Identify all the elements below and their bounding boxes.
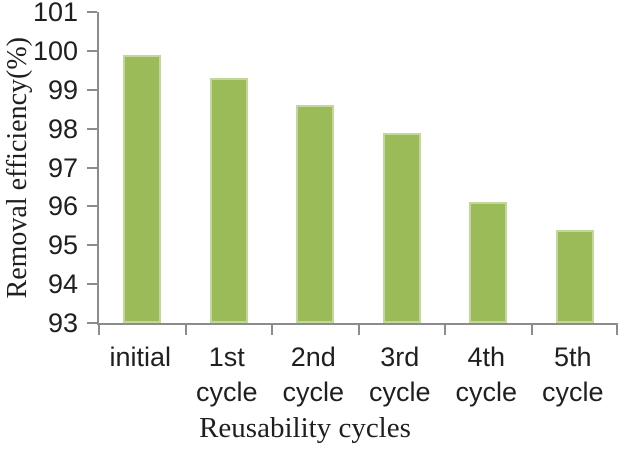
x-axis-title: Reusability cycles bbox=[199, 412, 411, 444]
bar bbox=[296, 105, 334, 323]
x-tick-mark bbox=[531, 325, 533, 335]
y-tick-mark bbox=[87, 11, 97, 13]
x-tick-mark bbox=[98, 325, 100, 335]
bar bbox=[123, 55, 161, 323]
y-tick-mark bbox=[87, 127, 97, 130]
bar bbox=[383, 133, 421, 323]
y-tick-label: 93 bbox=[47, 308, 78, 338]
y-tick-mark bbox=[87, 283, 97, 286]
x-category-label: 3rd cycle bbox=[368, 342, 431, 407]
y-tick-mark bbox=[87, 49, 97, 52]
x-tick-mark bbox=[185, 325, 187, 335]
bar bbox=[210, 78, 248, 323]
y-tick-label: 96 bbox=[47, 191, 78, 222]
y-tick-label: 100 bbox=[32, 35, 78, 66]
y-tick-mark bbox=[87, 166, 97, 169]
x-tick-mark bbox=[616, 325, 618, 335]
y-tick-label: 97 bbox=[47, 152, 78, 183]
x-category-label: 4th cycle bbox=[455, 342, 518, 407]
x-category-label: 1st cycle bbox=[195, 342, 258, 407]
y-tick-label: 99 bbox=[47, 74, 78, 105]
bar bbox=[469, 202, 507, 323]
x-category-label: 2nd cycle bbox=[282, 342, 345, 407]
y-tick-label: 98 bbox=[47, 113, 78, 144]
y-tick-label: 101 bbox=[32, 0, 78, 27]
y-tick-mark bbox=[87, 88, 97, 91]
x-category-label: 5th cycle bbox=[541, 342, 604, 407]
bar bbox=[556, 230, 594, 323]
x-tick-mark bbox=[358, 325, 360, 335]
plot-area bbox=[87, 11, 618, 335]
y-tick-label: 95 bbox=[47, 230, 78, 261]
y-tick-mark bbox=[87, 244, 97, 247]
y-tick-mark bbox=[87, 322, 97, 324]
y-tick-label: 94 bbox=[47, 269, 78, 300]
x-tick-mark bbox=[271, 325, 273, 335]
y-tick-mark bbox=[87, 205, 97, 208]
x-tick-mark bbox=[444, 325, 446, 335]
x-category-label: initial bbox=[109, 342, 172, 372]
